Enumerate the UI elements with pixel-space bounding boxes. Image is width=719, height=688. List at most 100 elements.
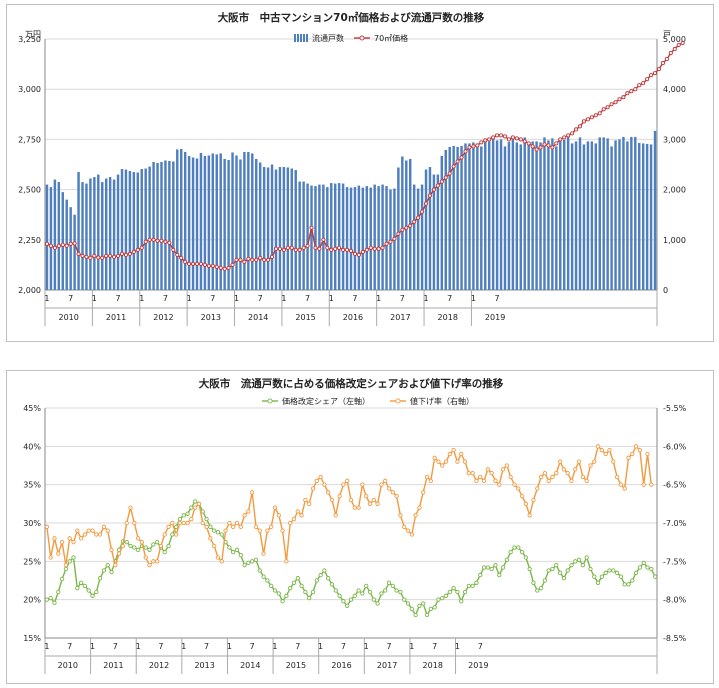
bar-listings bbox=[176, 149, 179, 290]
data-point-0 bbox=[200, 509, 205, 514]
bar-listings bbox=[401, 156, 404, 290]
data-point-1 bbox=[427, 193, 433, 198]
y-right-tick-label: 1,000 bbox=[663, 236, 686, 245]
bar-listings bbox=[215, 154, 218, 290]
data-point-1 bbox=[625, 91, 630, 96]
data-point-1 bbox=[322, 482, 327, 487]
bar-listings bbox=[618, 139, 621, 290]
data-point-1 bbox=[80, 253, 85, 258]
data-point-0 bbox=[337, 593, 342, 598]
y-left-unit-label: 万円 bbox=[25, 30, 41, 39]
bar-listings bbox=[239, 159, 242, 290]
data-point-1 bbox=[408, 223, 413, 228]
data-point-1 bbox=[652, 71, 658, 76]
bar-listings bbox=[480, 146, 483, 290]
x-month-label: 7 bbox=[204, 642, 209, 651]
data-point-1 bbox=[167, 240, 172, 245]
data-point-1 bbox=[163, 239, 168, 244]
bar-listings bbox=[179, 148, 183, 290]
bar-listings bbox=[152, 161, 155, 290]
data-point-1 bbox=[112, 254, 117, 259]
bar-listings bbox=[104, 178, 108, 290]
data-point-1 bbox=[273, 246, 279, 251]
data-point-0 bbox=[151, 542, 156, 547]
data-point-1 bbox=[52, 245, 57, 250]
data-point-1 bbox=[192, 505, 198, 510]
data-point-0 bbox=[466, 583, 471, 589]
data-point-1 bbox=[421, 490, 426, 495]
data-point-0 bbox=[333, 588, 338, 593]
data-point-0 bbox=[204, 517, 209, 522]
data-point-0 bbox=[135, 547, 141, 552]
data-point-1 bbox=[341, 247, 346, 252]
data-point-1 bbox=[506, 137, 511, 142]
data-point-1 bbox=[384, 241, 389, 246]
bar-listings bbox=[535, 141, 538, 290]
x-month-label: 7 bbox=[495, 294, 500, 303]
data-point-0 bbox=[78, 580, 84, 585]
x-year-label: 2012 bbox=[149, 661, 169, 670]
y-right-tick-label: 4,000 bbox=[663, 85, 686, 94]
x-year-label: 2018 bbox=[423, 661, 443, 670]
x-month-label: 1 bbox=[318, 642, 323, 651]
data-point-0 bbox=[390, 583, 395, 589]
data-point-1 bbox=[295, 509, 300, 514]
data-point-1 bbox=[127, 251, 132, 256]
data-point-1 bbox=[637, 448, 643, 453]
data-point-1 bbox=[219, 559, 224, 564]
data-point-0 bbox=[166, 543, 171, 549]
x-month-label: 7 bbox=[432, 642, 437, 651]
data-point-1 bbox=[97, 532, 103, 537]
bar-listings bbox=[566, 136, 570, 290]
data-point-1 bbox=[493, 478, 498, 483]
bar-listings bbox=[381, 184, 384, 290]
data-point-0 bbox=[375, 601, 380, 606]
x-year-label: 2018 bbox=[438, 313, 458, 322]
bar-listings bbox=[195, 158, 199, 290]
x-month-label: 7 bbox=[341, 642, 346, 651]
bar-listings bbox=[108, 177, 112, 290]
data-point-1 bbox=[202, 262, 207, 267]
data-point-1 bbox=[151, 559, 156, 564]
bar-listings bbox=[460, 145, 463, 290]
bar-listings bbox=[397, 167, 400, 290]
data-point-0 bbox=[44, 597, 50, 602]
data-point-1 bbox=[246, 256, 251, 261]
data-point-1 bbox=[630, 451, 635, 457]
bar-listings bbox=[638, 142, 641, 290]
data-point-0 bbox=[607, 568, 612, 573]
bar-listings bbox=[622, 136, 625, 290]
data-point-0 bbox=[303, 589, 308, 595]
data-point-1 bbox=[534, 147, 539, 152]
bar-listings bbox=[570, 143, 574, 290]
data-point-1 bbox=[285, 245, 290, 250]
data-point-0 bbox=[455, 589, 460, 595]
data-point-1 bbox=[530, 144, 535, 149]
x-year-label: 2019 bbox=[485, 313, 505, 322]
data-point-0 bbox=[516, 545, 521, 550]
data-point-0 bbox=[189, 505, 194, 510]
bar-listings bbox=[85, 183, 88, 290]
series-line-1 bbox=[46, 444, 652, 568]
x-month-label: 7 bbox=[386, 642, 391, 651]
data-point-0 bbox=[348, 597, 354, 602]
data-point-1 bbox=[269, 524, 274, 529]
data-point-0 bbox=[614, 570, 620, 575]
data-point-0 bbox=[261, 574, 266, 579]
data-point-1 bbox=[522, 139, 527, 144]
bar-listings bbox=[361, 187, 365, 290]
data-point-1 bbox=[63, 563, 69, 568]
data-point-1 bbox=[603, 451, 608, 457]
y-left-tick-label: 2,750 bbox=[18, 135, 41, 144]
data-point-1 bbox=[462, 459, 468, 464]
bar-listings bbox=[120, 169, 124, 290]
x-month-label: 1 bbox=[471, 294, 476, 303]
data-point-1 bbox=[299, 513, 304, 518]
bar-listings bbox=[634, 136, 637, 290]
data-point-1 bbox=[131, 249, 136, 254]
data-point-1 bbox=[409, 532, 414, 537]
data-point-1 bbox=[649, 73, 654, 78]
data-point-1 bbox=[546, 143, 551, 148]
data-point-1 bbox=[498, 133, 504, 138]
data-point-1 bbox=[337, 494, 342, 499]
